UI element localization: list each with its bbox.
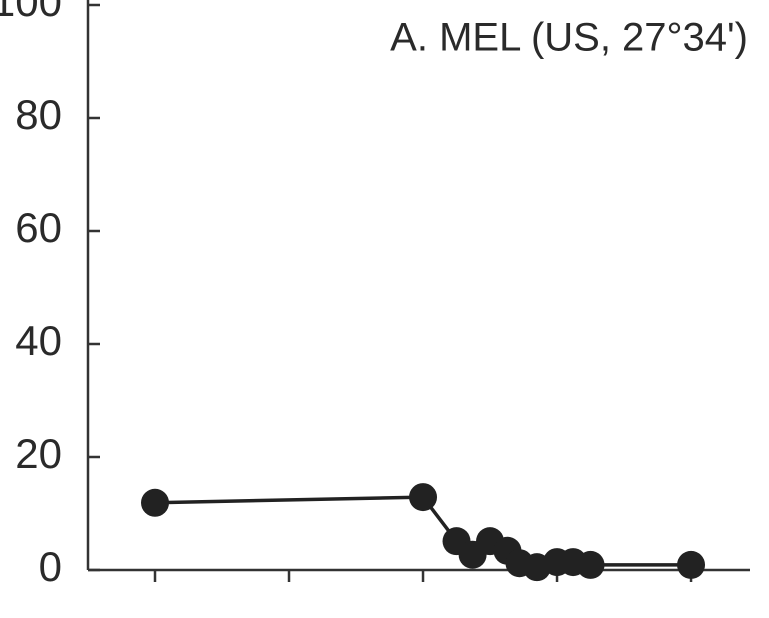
- point: [409, 483, 438, 512]
- y-tick-label: 100: [0, 0, 62, 25]
- point: [677, 550, 706, 579]
- chart-title: A. MEL (US, 27°34'): [390, 16, 748, 60]
- y-tick-label: 0: [39, 543, 62, 590]
- point: [141, 488, 170, 517]
- y-tick-label: 20: [15, 430, 62, 477]
- point: [576, 550, 605, 579]
- y-tick-label: 80: [15, 91, 62, 138]
- y-tick-label: 60: [15, 204, 62, 251]
- y-tick-label: 40: [15, 317, 62, 364]
